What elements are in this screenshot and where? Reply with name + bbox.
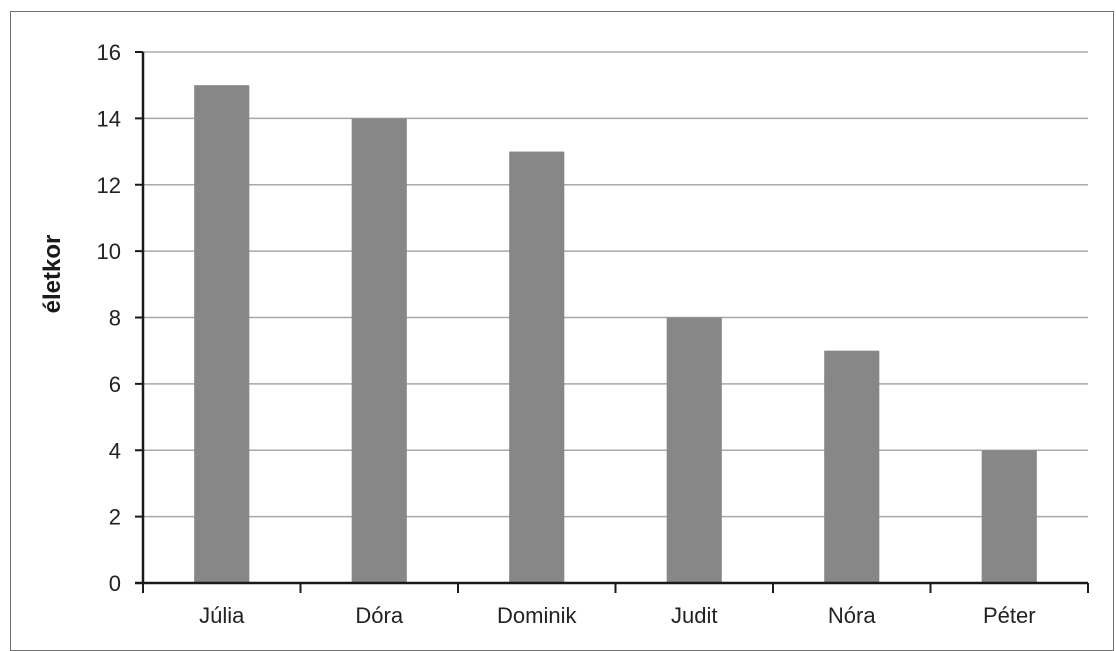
x-tick-label: Péter bbox=[983, 603, 1036, 628]
x-tick-label: Júlia bbox=[199, 603, 245, 628]
bar bbox=[824, 350, 880, 583]
y-tick-label: 12 bbox=[97, 173, 121, 198]
y-tick-label: 6 bbox=[109, 372, 121, 397]
axes bbox=[135, 51, 1089, 593]
x-tick-label: Judit bbox=[671, 603, 717, 628]
x-tick-label: Dóra bbox=[355, 603, 403, 628]
bar bbox=[194, 85, 250, 583]
y-tick-label: 2 bbox=[109, 505, 121, 530]
y-tick-label: 0 bbox=[109, 571, 121, 596]
bars bbox=[194, 85, 1037, 583]
tick-labels: 0 2 4 6 8 10 12 14 16 Júlia Dóra Dominik Judit Nóra Pé… bbox=[97, 40, 1036, 628]
gridlines bbox=[143, 51, 1088, 518]
bar bbox=[509, 151, 565, 583]
bar bbox=[666, 317, 722, 583]
y-tick-label: 4 bbox=[109, 438, 121, 463]
y-tick-label: 8 bbox=[109, 306, 121, 331]
y-tick-label: 16 bbox=[97, 40, 121, 65]
bar bbox=[981, 450, 1037, 583]
bar bbox=[351, 118, 407, 583]
y-axis-title: életkor bbox=[39, 235, 66, 314]
y-tick-label: 10 bbox=[97, 239, 121, 264]
x-tick-label: Nóra bbox=[828, 603, 876, 628]
x-tick-label: Dominik bbox=[497, 603, 577, 628]
y-tick-label: 14 bbox=[97, 106, 121, 131]
